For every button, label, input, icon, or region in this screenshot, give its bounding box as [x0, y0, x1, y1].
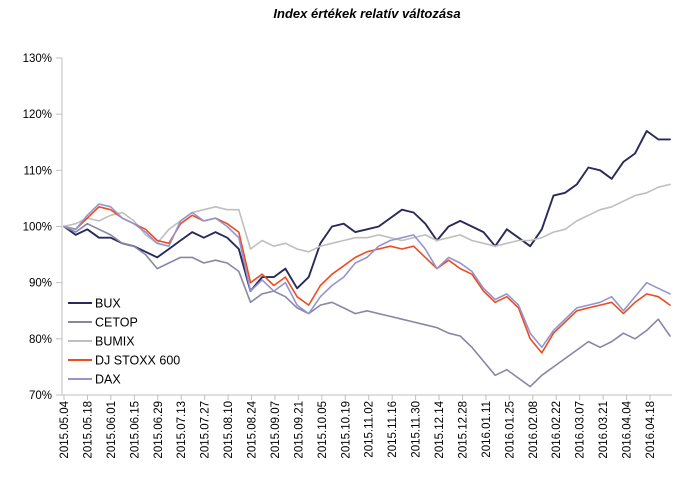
x-tick-label: 2015.09.07 [270, 401, 282, 459]
y-tick-label: 110% [23, 165, 52, 177]
chart-title: Index értékek relatív változása [273, 6, 461, 21]
x-tick-label: 2015.12.28 [457, 401, 469, 459]
x-tick-label: 2016.01.25 [504, 401, 516, 459]
x-tick-label: 2015.09.21 [293, 401, 305, 459]
x-tick-label: 2015.08.24 [247, 400, 259, 458]
x-tick-label: 2015.06.01 [106, 401, 118, 459]
x-tick-label: 2016.03.21 [598, 401, 610, 459]
y-tick-label: 80% [29, 334, 52, 346]
x-tick-label: 2015.06.29 [153, 401, 165, 459]
series-line-dax [63, 203, 671, 349]
y-tick-label: 100% [23, 222, 52, 234]
x-tick-label: 2015.05.04 [59, 400, 71, 458]
legend-label: DJ STOXX 600 [95, 354, 180, 368]
legend-item-dax: DAX [68, 373, 121, 387]
legend-label: BUMIX [95, 335, 135, 349]
legend-label: CETOP [95, 316, 138, 330]
x-tick-label: 2015.10.05 [317, 401, 329, 459]
series-line-bux [63, 130, 671, 293]
y-tick-label: 90% [29, 278, 52, 290]
legend-item-bux: BUX [68, 297, 121, 311]
x-tick-label: 2015.08.10 [223, 401, 235, 459]
x-tick-label: 2015.12.14 [434, 400, 446, 458]
y-tick-label: 120% [23, 109, 52, 121]
x-tick-label: 2015.11.16 [387, 401, 399, 458]
x-tick-label: 2015.11.02 [364, 401, 376, 458]
series-line-bumix [63, 183, 671, 253]
x-tick-label: 2016.01.11 [481, 401, 493, 458]
x-tick-label: 2016.02.22 [551, 401, 563, 459]
x-tick-label: 2015.07.13 [176, 401, 188, 459]
series-line-cetop [63, 222, 671, 388]
legend-item-bumix: BUMIX [68, 335, 135, 349]
legend-item-dj-stoxx-600: DJ STOXX 600 [68, 354, 180, 368]
legend-label: BUX [95, 297, 121, 311]
y-tick-label: 70% [29, 390, 52, 402]
series-line-dj-stoxx-600 [63, 206, 671, 354]
x-tick-label: 2015.11.30 [411, 401, 423, 458]
legend-item-cetop: CETOP [68, 316, 138, 330]
x-tick-label: 2016.02.08 [528, 401, 540, 459]
x-tick-label: 2016.03.07 [575, 401, 587, 459]
x-tick-label: 2015.07.27 [200, 401, 212, 459]
legend-label: DAX [95, 373, 121, 387]
x-tick-label: 2015.10.19 [340, 401, 352, 459]
x-tick-label: 2016.04.18 [645, 401, 657, 459]
y-tick-label: 130% [23, 53, 52, 65]
x-tick-label: 2015.05.18 [82, 401, 94, 459]
x-tick-label: 2015.06.15 [129, 401, 141, 459]
x-tick-label: 2016.04.04 [622, 400, 634, 458]
